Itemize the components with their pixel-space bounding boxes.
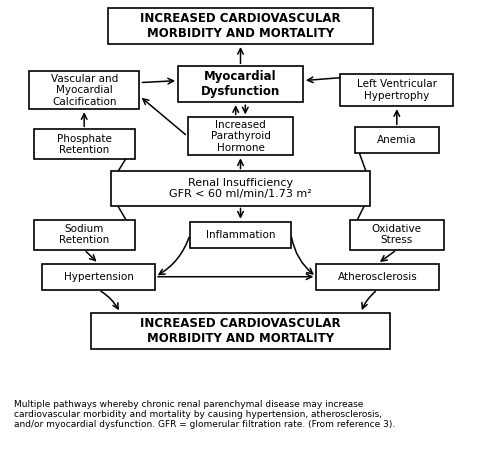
Text: Increased
Parathyroid
Hormone: Increased Parathyroid Hormone <box>210 120 270 153</box>
FancyBboxPatch shape <box>91 313 389 349</box>
FancyBboxPatch shape <box>178 66 302 102</box>
FancyBboxPatch shape <box>34 130 134 160</box>
FancyBboxPatch shape <box>42 264 155 290</box>
Text: Atherosclerosis: Atherosclerosis <box>337 272 417 282</box>
FancyBboxPatch shape <box>349 219 443 250</box>
Text: Hypertension: Hypertension <box>63 272 133 282</box>
Text: Anemia: Anemia <box>376 136 416 145</box>
FancyBboxPatch shape <box>190 222 290 248</box>
Text: INCREASED CARDIOVASCULAR
MORBIDITY AND MORTALITY: INCREASED CARDIOVASCULAR MORBIDITY AND M… <box>140 317 340 345</box>
Text: Left Ventricular
Hypertrophy: Left Ventricular Hypertrophy <box>356 79 436 101</box>
FancyBboxPatch shape <box>187 117 293 155</box>
FancyBboxPatch shape <box>110 171 370 206</box>
FancyBboxPatch shape <box>339 74 452 106</box>
Text: Sodium
Retention: Sodium Retention <box>59 224 109 245</box>
FancyBboxPatch shape <box>354 127 438 154</box>
FancyBboxPatch shape <box>315 264 438 290</box>
Text: Inflammation: Inflammation <box>205 230 275 240</box>
FancyBboxPatch shape <box>29 71 139 109</box>
Text: Vascular and
Myocardial
Calcification: Vascular and Myocardial Calcification <box>50 74 118 107</box>
FancyBboxPatch shape <box>108 8 372 44</box>
Text: Oxidative
Stress: Oxidative Stress <box>371 224 421 245</box>
Text: Phosphate
Retention: Phosphate Retention <box>57 134 111 155</box>
Text: Myocardial
Dysfunction: Myocardial Dysfunction <box>201 70 279 98</box>
FancyBboxPatch shape <box>34 219 134 250</box>
Text: Multiple pathways whereby chronic renal parenchymal disease may increase
cardiov: Multiple pathways whereby chronic renal … <box>14 400 395 430</box>
Text: INCREASED CARDIOVASCULAR
MORBIDITY AND MORTALITY: INCREASED CARDIOVASCULAR MORBIDITY AND M… <box>140 12 340 40</box>
Text: Renal Insufficiency
GFR < 60 ml/min/1.73 m²: Renal Insufficiency GFR < 60 ml/min/1.73… <box>169 177 311 199</box>
